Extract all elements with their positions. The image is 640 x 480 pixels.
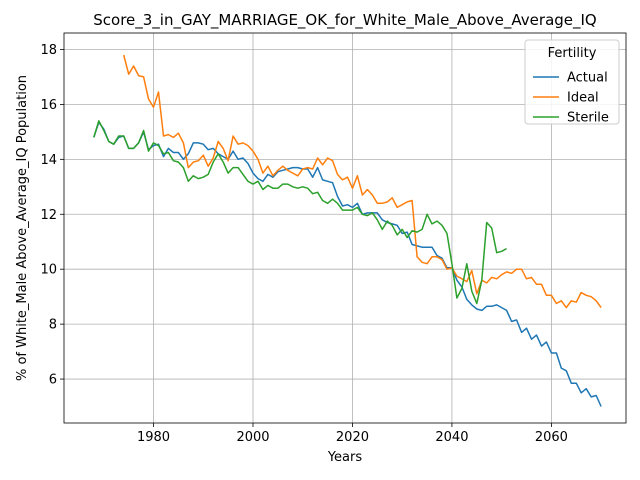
x-tick-label: 2040 (435, 430, 468, 445)
series-line-ideal (122, 54, 602, 309)
x-tick-label: 2000 (236, 430, 269, 445)
y-axis-label: % of White_Male Above_Average_IQ Populat… (15, 75, 30, 381)
series-line-sterile (93, 120, 507, 305)
x-tick-label: 1980 (137, 430, 170, 445)
chart-title: Score_3_in_GAY_MARRIAGE_OK_for_White_Mal… (93, 11, 597, 30)
y-tick-label: 10 (40, 263, 57, 278)
legend-label-ideal: Ideal (567, 91, 599, 106)
y-axis: 6 8 10 12 14 16 18 (40, 43, 64, 388)
series-line-actual (93, 121, 602, 407)
y-tick-label: 18 (40, 43, 57, 58)
legend-box (524, 39, 620, 125)
x-axis: 1980 2000 2020 2040 2060 (137, 423, 568, 445)
x-tick-label: 2060 (535, 430, 568, 445)
y-tick-label: 6 (49, 373, 57, 388)
legend-label-sterile: Sterile (567, 111, 609, 126)
x-tick-label: 2020 (336, 430, 369, 445)
y-tick-label: 16 (40, 98, 57, 113)
plot-frame (63, 32, 627, 424)
series-lines (93, 54, 602, 407)
legend-label-actual: Actual (567, 71, 608, 86)
legend-title: Fertility (548, 46, 597, 61)
legend: Fertility Actual Ideal Sterile (524, 39, 620, 126)
y-tick-label: 12 (40, 208, 57, 223)
x-axis-label: Years (327, 450, 363, 465)
y-tick-label: 14 (40, 153, 57, 168)
y-tick-label: 8 (49, 318, 57, 333)
